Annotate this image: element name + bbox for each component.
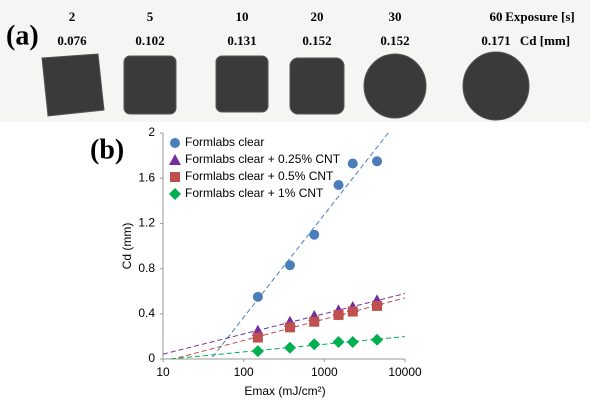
point bbox=[284, 342, 296, 354]
exposure-value: 10 bbox=[236, 9, 249, 24]
point bbox=[253, 292, 263, 302]
cd-value: 0.131 bbox=[227, 33, 256, 48]
y-tick-label: 0.4 bbox=[138, 306, 155, 320]
exposure-value: 20 bbox=[311, 9, 324, 24]
x-tick-label: 1000 bbox=[311, 365, 338, 379]
point bbox=[309, 317, 319, 327]
point bbox=[372, 156, 382, 166]
sample bbox=[364, 54, 426, 118]
point bbox=[347, 336, 359, 348]
y-tick-label: 0.8 bbox=[138, 261, 155, 275]
point bbox=[253, 333, 263, 343]
trendline bbox=[163, 337, 405, 360]
exposure-value: 60 bbox=[490, 9, 503, 24]
sample bbox=[216, 56, 268, 112]
point bbox=[348, 159, 358, 169]
sample bbox=[463, 52, 529, 120]
legend-label: Formlabs clear bbox=[185, 135, 264, 149]
x-axis-label: Emax (mJ/cm²) bbox=[244, 384, 325, 398]
cd-value: 0.171 bbox=[481, 33, 510, 48]
legend-label: Formlabs clear + 0.5% CNT bbox=[185, 169, 334, 183]
legend-marker bbox=[170, 138, 180, 148]
legend-label: Formlabs clear + 0.25% CNT bbox=[185, 152, 341, 166]
cd-value: 0.102 bbox=[135, 33, 164, 48]
legend-marker bbox=[170, 172, 180, 182]
exposure-value: 2 bbox=[69, 9, 76, 24]
trendline bbox=[163, 293, 405, 354]
cd-value: 0.152 bbox=[380, 33, 409, 48]
y-tick-label: 1.6 bbox=[138, 170, 155, 184]
point bbox=[333, 336, 345, 348]
cd-label: Cd [mm] bbox=[520, 33, 570, 48]
legend-marker bbox=[169, 188, 181, 200]
panel-label: (a) bbox=[6, 20, 39, 51]
point bbox=[371, 334, 383, 346]
sample bbox=[124, 56, 176, 114]
cd-value: 0.076 bbox=[57, 33, 87, 48]
exposure-label: Exposure [s] bbox=[505, 9, 574, 24]
panel-label: (b) bbox=[90, 134, 124, 165]
point bbox=[285, 322, 295, 332]
point bbox=[334, 180, 344, 190]
point bbox=[334, 310, 344, 320]
point bbox=[308, 338, 320, 350]
x-tick-label: 100 bbox=[234, 365, 254, 379]
point bbox=[309, 230, 319, 240]
point bbox=[285, 260, 295, 270]
figure: (a) Exposure [s] Cd [mm] (b) Emax (mJ/cm… bbox=[0, 0, 590, 402]
sample bbox=[42, 54, 104, 116]
y-axis-label: Cd (mm) bbox=[120, 223, 134, 270]
y-tick-label: 1.2 bbox=[138, 216, 155, 230]
y-tick-label: 0 bbox=[148, 351, 155, 365]
legend-label: Formlabs clear + 1% CNT bbox=[185, 186, 324, 200]
exposure-value: 30 bbox=[389, 9, 402, 24]
exposure-value: 5 bbox=[147, 9, 154, 24]
point bbox=[348, 307, 358, 317]
x-tick-label: 10000 bbox=[388, 365, 422, 379]
sample bbox=[290, 58, 344, 114]
legend-marker bbox=[169, 154, 181, 165]
y-tick-label: 2 bbox=[148, 125, 155, 139]
x-tick-label: 10 bbox=[156, 365, 170, 379]
cd-value: 0.152 bbox=[302, 33, 331, 48]
point bbox=[252, 345, 264, 357]
point bbox=[372, 301, 382, 311]
trendline bbox=[163, 298, 405, 362]
